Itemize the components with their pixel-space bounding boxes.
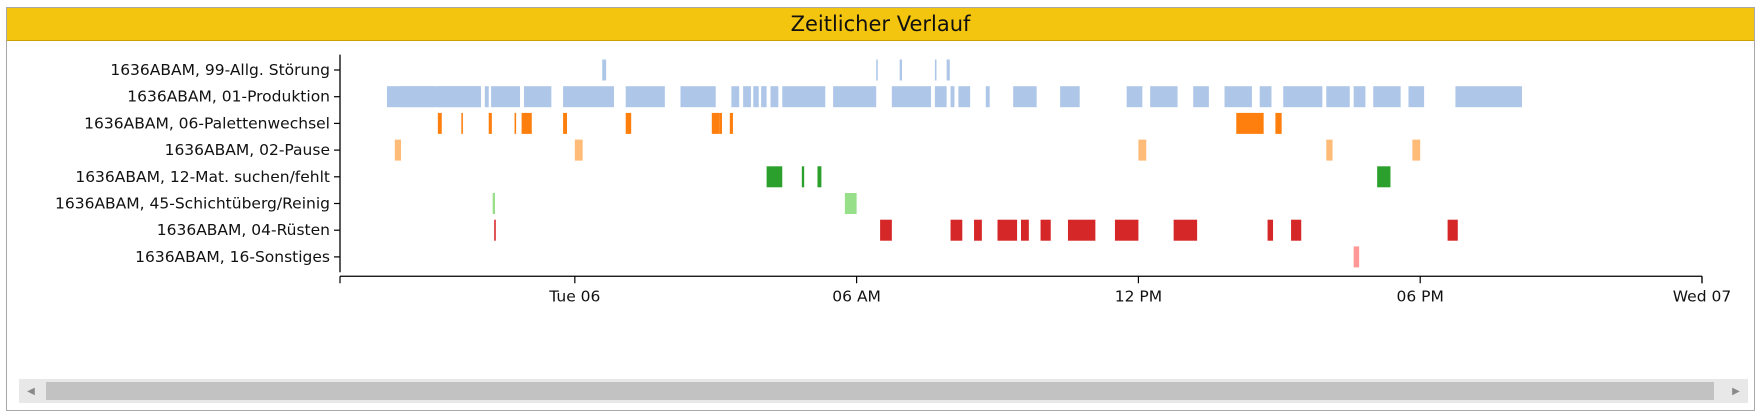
- x-tick-label: 06 PM: [1397, 287, 1444, 305]
- timeline-bar[interactable]: [731, 86, 740, 108]
- timeline-bar[interactable]: [521, 112, 532, 134]
- timeline-bar[interactable]: [1150, 86, 1178, 108]
- row-label: 1636ABAM, 16-Sonstiges: [135, 248, 330, 266]
- row-label: 1636ABAM, 45-Schichtüberg/Reinig: [55, 195, 330, 213]
- timeline-bar[interactable]: [719, 112, 722, 134]
- timeline-bar[interactable]: [484, 86, 489, 108]
- timeline-bar[interactable]: [934, 59, 937, 81]
- panel-title: Zeitlicher Verlauf: [790, 12, 971, 36]
- timeline-bar[interactable]: [743, 86, 751, 108]
- timeline-bar[interactable]: [1126, 86, 1143, 108]
- timeline-bar[interactable]: [770, 86, 779, 108]
- timeline-bar[interactable]: [523, 86, 552, 108]
- timeline-bar[interactable]: [514, 112, 517, 134]
- timeline-bar[interactable]: [491, 86, 494, 108]
- timeline-bar[interactable]: [625, 86, 665, 108]
- timeline-bar[interactable]: [950, 86, 955, 108]
- timeline-bar[interactable]: [946, 59, 950, 81]
- timeline-bar[interactable]: [1353, 246, 1360, 268]
- timeline-bar[interactable]: [1040, 219, 1051, 241]
- timeline-bar[interactable]: [563, 86, 614, 108]
- timeline-bar[interactable]: [761, 86, 767, 108]
- panel-title-bar: Zeitlicher Verlauf: [7, 8, 1754, 41]
- timeline-bar[interactable]: [833, 86, 877, 108]
- row-label: 1636ABAM, 02-Pause: [165, 141, 330, 159]
- x-tick-label: 06 AM: [832, 287, 881, 305]
- timeline-panel: Zeitlicher Verlauf 1636ABAM, 99-Allg. St…: [6, 7, 1755, 411]
- timeline-bar[interactable]: [1377, 166, 1391, 188]
- timeline-bar[interactable]: [766, 166, 783, 188]
- timeline-bar[interactable]: [461, 112, 463, 134]
- timeline-bar[interactable]: [1021, 219, 1029, 241]
- timeline-bar[interactable]: [1114, 219, 1139, 241]
- scroll-left-icon[interactable]: ◀: [27, 385, 35, 397]
- timeline-bar[interactable]: [782, 86, 826, 108]
- timeline-bar[interactable]: [1067, 219, 1096, 241]
- timeline-bar[interactable]: [1013, 86, 1037, 108]
- timeline-bar[interactable]: [1193, 86, 1209, 108]
- row-label: 1636ABAM, 99-Allg. Störung: [110, 61, 330, 79]
- scrollbar-thumb[interactable]: [46, 382, 1714, 400]
- timeline-bar[interactable]: [1259, 86, 1272, 108]
- timeline-bar[interactable]: [1173, 219, 1198, 241]
- timeline-bar[interactable]: [1455, 86, 1522, 108]
- timeline-bar[interactable]: [1408, 86, 1425, 108]
- horizontal-scrollbar[interactable]: ◀ ▶: [19, 379, 1748, 403]
- timeline-bar[interactable]: [1412, 139, 1421, 161]
- x-tick-label: Tue 06: [548, 287, 600, 305]
- timeline-bar[interactable]: [891, 86, 931, 108]
- timeline-bar[interactable]: [950, 219, 963, 241]
- timeline-bar[interactable]: [602, 59, 607, 81]
- timeline-bar[interactable]: [985, 86, 990, 108]
- timeline-bar[interactable]: [394, 139, 402, 161]
- timeline-bar[interactable]: [1291, 219, 1302, 241]
- timeline-bar[interactable]: [997, 219, 1018, 241]
- row-label: 1636ABAM, 06-Palettenwechsel: [84, 114, 330, 132]
- timeline-bar[interactable]: [899, 59, 903, 81]
- timeline-bar[interactable]: [574, 139, 583, 161]
- timeline-bar[interactable]: [1224, 86, 1252, 108]
- timeline-bar[interactable]: [1138, 139, 1147, 161]
- row-label: 1636ABAM, 01-Produktion: [127, 88, 330, 106]
- x-tick-label: Wed 07: [1673, 287, 1731, 305]
- timeline-bar[interactable]: [492, 193, 495, 214]
- timeline-bar[interactable]: [876, 59, 878, 81]
- timeline-chart: 1636ABAM, 99-Allg. Störung 1636ABAM, 01-P…: [55, 54, 1731, 305]
- timeline-bar[interactable]: [437, 112, 442, 134]
- timeline-bar[interactable]: [729, 112, 733, 134]
- timeline-bar[interactable]: [1353, 86, 1366, 108]
- timeline-bar[interactable]: [801, 166, 805, 188]
- timeline-bar[interactable]: [958, 86, 971, 108]
- timeline-bar[interactable]: [1060, 86, 1080, 108]
- timeline-bar[interactable]: [494, 219, 496, 241]
- row-label: 1636ABAM, 12-Mat. suchen/fehlt: [75, 168, 330, 186]
- timeline-bar[interactable]: [1275, 112, 1282, 134]
- timeline-bar[interactable]: [563, 112, 567, 134]
- timeline-bar[interactable]: [880, 219, 892, 241]
- timeline-bar[interactable]: [1267, 219, 1274, 241]
- timeline-bar[interactable]: [1236, 112, 1264, 134]
- timeline-bar[interactable]: [974, 219, 982, 241]
- timeline-bar[interactable]: [488, 112, 492, 134]
- timeline-bar[interactable]: [1326, 86, 1350, 108]
- timeline-bar[interactable]: [398, 86, 481, 108]
- scroll-right-icon[interactable]: ▶: [1732, 385, 1740, 397]
- timeline-bar[interactable]: [1373, 86, 1401, 108]
- timeline-bar[interactable]: [492, 86, 521, 108]
- row-label: 1636ABAM, 04-Rüsten: [157, 221, 330, 239]
- timeline-bar[interactable]: [680, 86, 716, 108]
- timeline-bar[interactable]: [934, 86, 947, 108]
- timeline-bar[interactable]: [1447, 219, 1458, 241]
- timeline-bar[interactable]: [1283, 86, 1323, 108]
- timeline-bar[interactable]: [817, 166, 822, 188]
- timeline-bar[interactable]: [625, 112, 632, 134]
- timeline-bar[interactable]: [844, 193, 857, 214]
- timeline-bar[interactable]: [1326, 139, 1333, 161]
- x-tick-label: 12 PM: [1115, 287, 1162, 305]
- timeline-bar[interactable]: [711, 112, 720, 134]
- timeline-bar[interactable]: [753, 86, 759, 108]
